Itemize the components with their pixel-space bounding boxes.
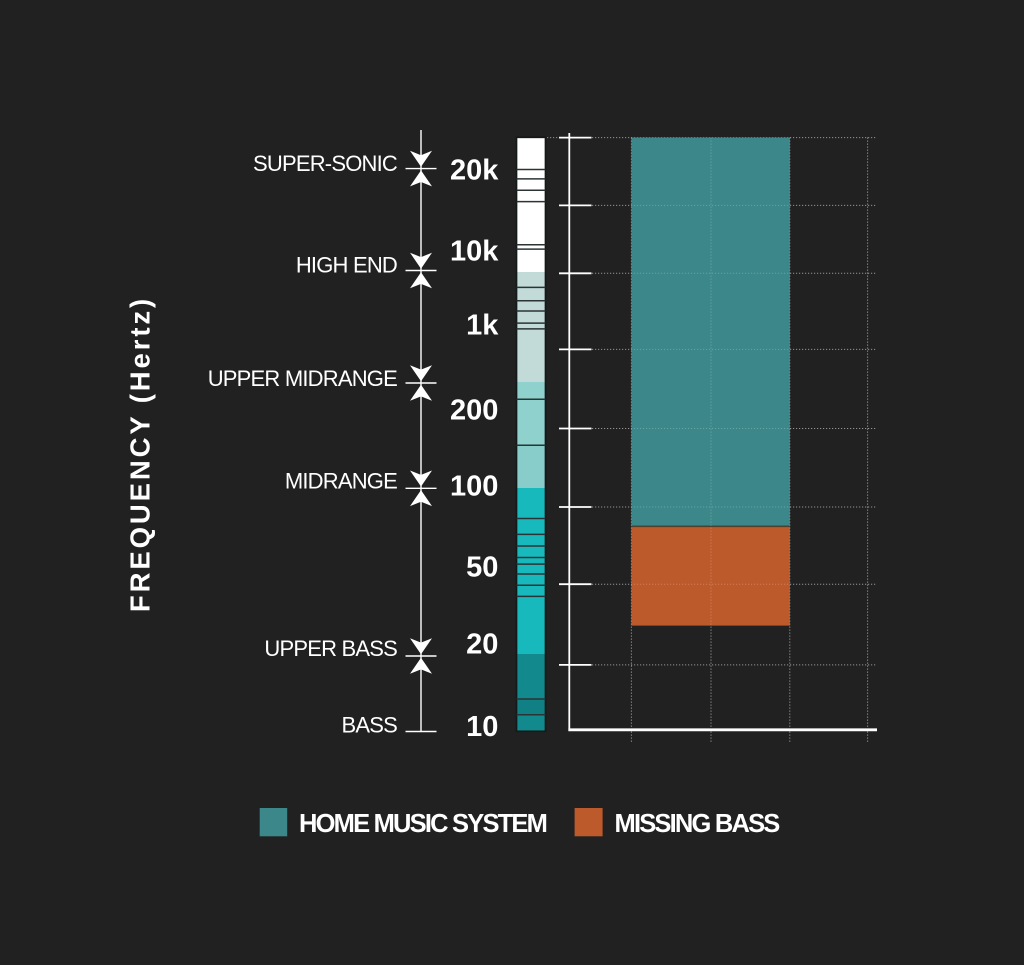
svg-text:UPPER BASS: UPPER BASS	[264, 636, 397, 661]
svg-text:HIGH END: HIGH END	[296, 253, 397, 278]
svg-text:FREQUENCY (Hertz): FREQUENCY (Hertz)	[125, 296, 156, 612]
svg-text:1k: 1k	[466, 310, 499, 342]
svg-text:BASS: BASS	[342, 713, 398, 738]
svg-text:20: 20	[466, 629, 498, 661]
svg-text:20k: 20k	[450, 155, 499, 187]
svg-text:10k: 10k	[450, 236, 499, 268]
svg-text:UPPER MIDRANGE: UPPER MIDRANGE	[208, 366, 397, 391]
svg-text:100: 100	[450, 471, 498, 503]
svg-text:MISSING BASS: MISSING BASS	[615, 810, 781, 838]
svg-text:HOME MUSIC SYSTEM: HOME MUSIC SYSTEM	[299, 810, 547, 838]
svg-text:200: 200	[450, 394, 498, 426]
svg-text:MIDRANGE: MIDRANGE	[285, 468, 397, 493]
svg-text:SUPER-SONIC: SUPER-SONIC	[253, 151, 398, 176]
svg-text:50: 50	[466, 552, 498, 584]
svg-text:10: 10	[466, 711, 498, 743]
